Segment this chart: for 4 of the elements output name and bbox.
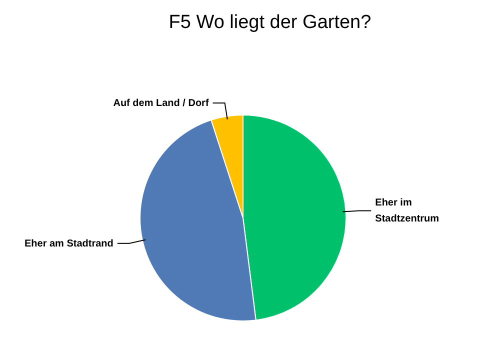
slice-label: Auf dem Land / Dorf [113, 98, 210, 110]
slice-label: Eher im Stadtzentrum [375, 198, 440, 225]
slice-label: Eher am Stadtrand [24, 238, 114, 250]
chart-title: F5 Wo liegt der Garten? [168, 12, 372, 33]
